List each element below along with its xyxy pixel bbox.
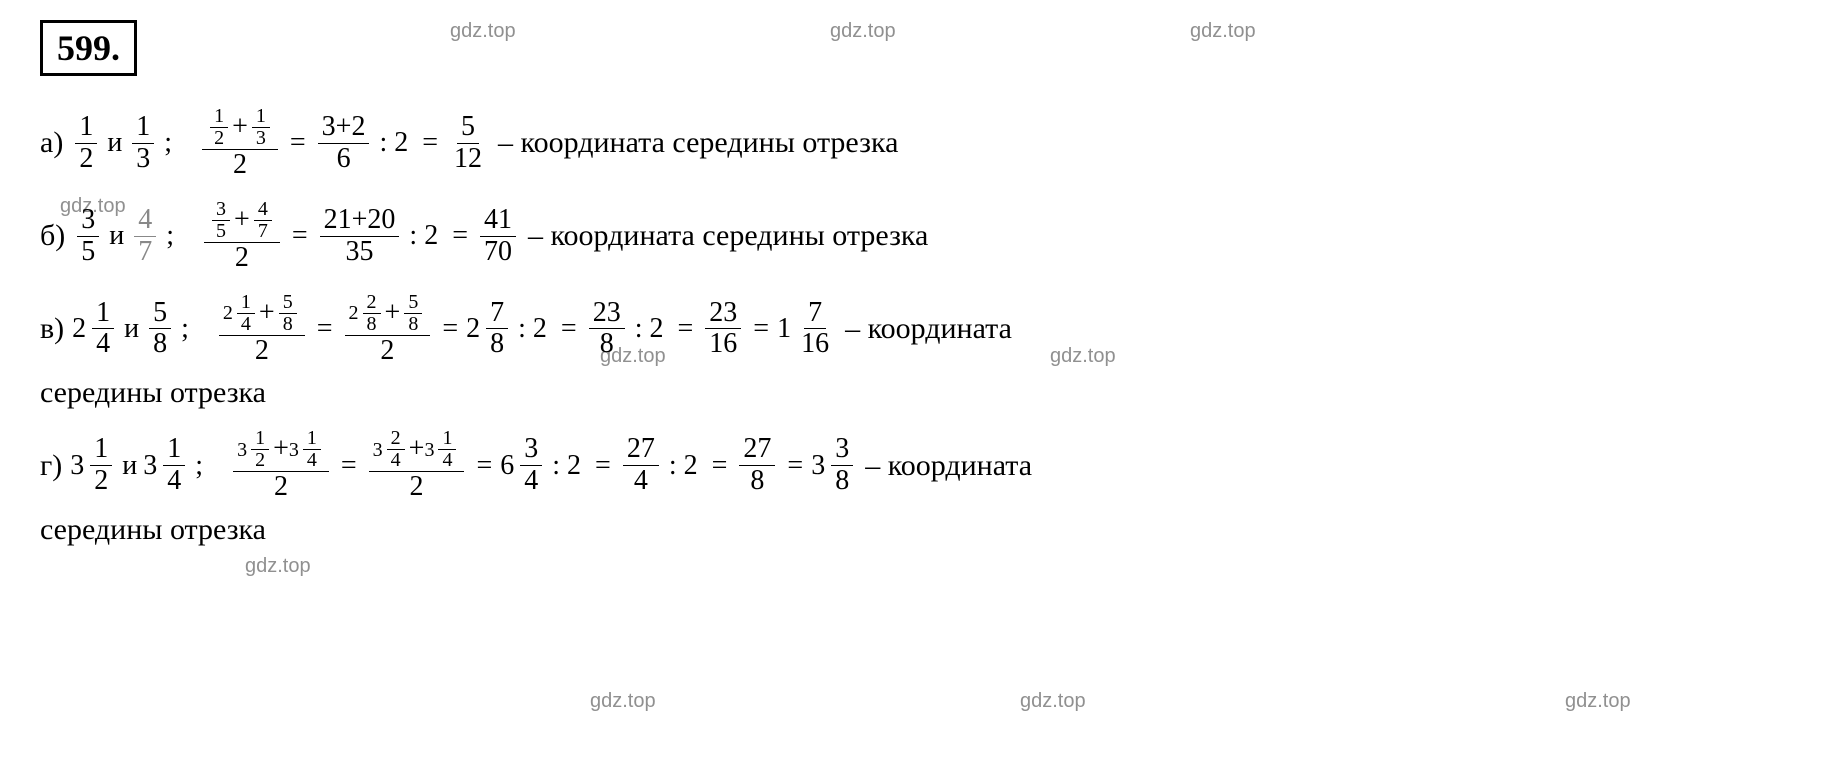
- label-d: г): [40, 449, 62, 483]
- label-a: а): [40, 126, 63, 160]
- mixed-d-2: 3 14: [143, 434, 189, 497]
- result-a: 5 12: [450, 112, 486, 175]
- item-b: б) 3 5 и 4 7 ; 35 + 47 2 = 21+20 35 : 2 …: [40, 199, 1801, 274]
- desc-c: – координата: [845, 312, 1012, 346]
- frac-c-2: 5 8: [149, 298, 171, 361]
- eq: =: [422, 127, 438, 159]
- frac-b-1: 3 5: [77, 205, 99, 268]
- desc-a: – координата середины отрезка: [498, 126, 898, 160]
- eq: =: [561, 313, 577, 345]
- step-b-1: 35 + 47 2: [204, 199, 280, 274]
- eq: =: [595, 450, 611, 482]
- watermark: gdz.top: [1190, 20, 1256, 43]
- step-c-1: 2 14 + 58 2: [219, 292, 305, 367]
- step-d-1: 3 12 + 3 14 2: [233, 428, 329, 503]
- item-d: г) 3 12 и 3 14 ; 3 12 + 3 14 2 = 3 24 + …: [40, 428, 1801, 503]
- eq: =: [341, 450, 357, 482]
- and-text: и: [109, 220, 124, 252]
- mixed-c-1: 2 14: [72, 298, 118, 361]
- colon: : 2: [379, 127, 408, 159]
- eq: =: [290, 127, 306, 159]
- watermark: gdz.top: [830, 20, 896, 43]
- frac-a-1: 1 2: [75, 112, 97, 175]
- cont-d: середины отрезка: [40, 513, 1801, 547]
- eq: =: [753, 313, 769, 345]
- step-c-4: 23 8: [589, 298, 625, 361]
- step-b-2: 21+20 35: [320, 205, 400, 268]
- semicolon: ;: [181, 313, 189, 345]
- eq: =: [712, 450, 728, 482]
- semicolon: ;: [195, 450, 203, 482]
- frac-b-2: 4 7: [134, 205, 156, 268]
- problem-number: 599.: [40, 20, 137, 76]
- result-c: 1 716: [777, 298, 837, 361]
- watermark: gdz.top: [450, 20, 516, 43]
- step-c-3: 2 78: [466, 298, 512, 361]
- cont-c: середины отрезка: [40, 376, 1801, 410]
- and-text: и: [107, 127, 122, 159]
- eq: =: [476, 450, 492, 482]
- watermark: gdz.top: [1020, 690, 1086, 713]
- mixed-d-1: 3 12: [70, 434, 116, 497]
- result-b: 41 70: [480, 205, 516, 268]
- semicolon: ;: [164, 127, 172, 159]
- eq: =: [452, 220, 468, 252]
- colon: : 2: [552, 450, 581, 482]
- colon: : 2: [518, 313, 547, 345]
- label-c: в): [40, 312, 64, 346]
- step-d-4: 27 4: [623, 434, 659, 497]
- step-d-2: 3 24 + 3 14 2: [369, 428, 465, 503]
- step-a-2: 3+2 6: [318, 112, 370, 175]
- step-d-5: 27 8: [739, 434, 775, 497]
- and-text: и: [124, 313, 139, 345]
- watermark: gdz.top: [590, 690, 656, 713]
- step-c-2: 2 28 + 58 2: [345, 292, 431, 367]
- desc-b: – координата середины отрезка: [528, 219, 928, 253]
- item-c: в) 2 14 и 5 8 ; 2 14 + 58 2 = 2 28 + 58 …: [40, 292, 1801, 367]
- colon: : 2: [409, 220, 438, 252]
- desc-d: – координата: [865, 449, 1032, 483]
- frac-a-2: 1 3: [132, 112, 154, 175]
- watermark: gdz.top: [1565, 690, 1631, 713]
- eq: =: [787, 450, 803, 482]
- watermark: gdz.top: [245, 555, 311, 578]
- item-a: а) 1 2 и 1 3 ; 12 + 13 2 = 3+2 6 : 2 = 5…: [40, 106, 1801, 181]
- step-c-5: 23 16: [705, 298, 741, 361]
- step-d-3: 6 34: [500, 434, 546, 497]
- step-a-1: 12 + 13 2: [202, 106, 278, 181]
- eq: =: [442, 313, 458, 345]
- eq: =: [292, 220, 308, 252]
- semicolon: ;: [166, 220, 174, 252]
- result-d: 3 38: [811, 434, 857, 497]
- eq: =: [677, 313, 693, 345]
- label-b: б): [40, 219, 65, 253]
- and-text: и: [122, 450, 137, 482]
- eq: =: [317, 313, 333, 345]
- colon: : 2: [635, 313, 664, 345]
- colon: : 2: [669, 450, 698, 482]
